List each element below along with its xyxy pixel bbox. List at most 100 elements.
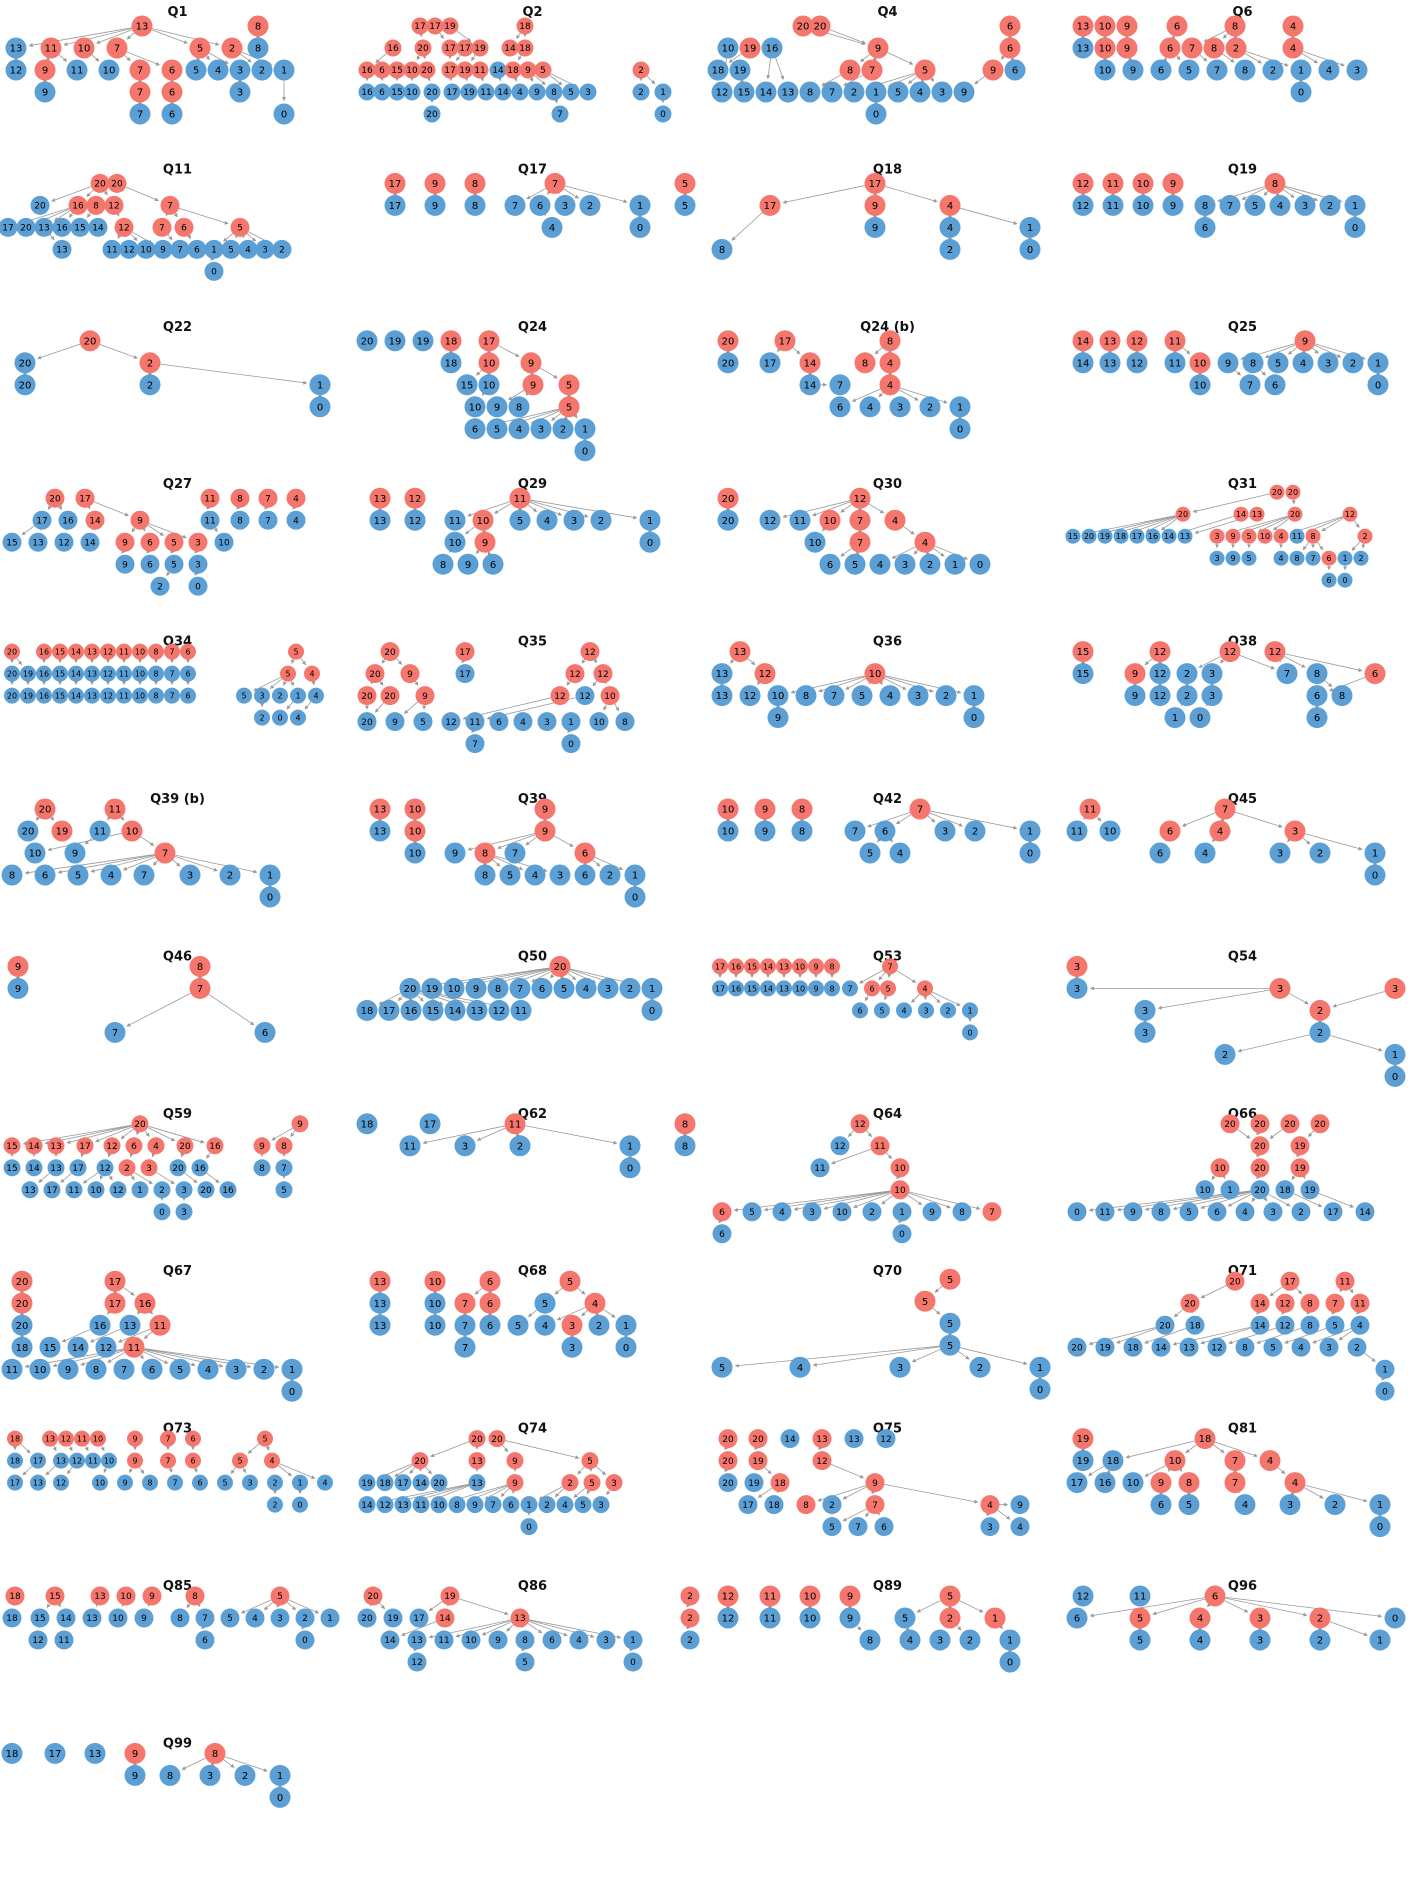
node-label: 4 bbox=[516, 424, 522, 435]
node-label: 20 bbox=[361, 692, 373, 702]
graph-node bbox=[1189, 374, 1211, 396]
graph-node bbox=[931, 81, 953, 103]
graph-edge bbox=[958, 1351, 970, 1360]
graph-edge bbox=[903, 526, 915, 535]
graph-node bbox=[711, 663, 733, 685]
graph-node bbox=[1181, 37, 1203, 59]
graph-edge bbox=[1083, 815, 1088, 820]
graph-edge bbox=[531, 971, 551, 983]
graph-edge bbox=[884, 185, 938, 203]
graph-edge bbox=[240, 1599, 272, 1614]
graph-edge bbox=[1167, 1467, 1172, 1472]
graph-node bbox=[1319, 1337, 1339, 1357]
node-label: 9 bbox=[42, 88, 48, 99]
node-label: 5 bbox=[507, 871, 513, 882]
graph-node bbox=[1072, 15, 1094, 37]
node-label: 8 bbox=[799, 805, 805, 816]
node-label: 5 bbox=[566, 402, 572, 413]
graph-node bbox=[1122, 1472, 1144, 1494]
node-label: 12 bbox=[1269, 647, 1282, 658]
graph-node bbox=[219, 1181, 237, 1199]
graph-node bbox=[629, 194, 651, 216]
graph-node bbox=[849, 531, 871, 553]
node-label: 18 bbox=[6, 1749, 19, 1760]
node-label: 2 bbox=[977, 1363, 983, 1374]
graph-node bbox=[1099, 330, 1121, 352]
node-label: 7 bbox=[552, 179, 558, 190]
graph-node bbox=[117, 1474, 133, 1491]
graph-edge bbox=[883, 995, 888, 1001]
node-label: 14 bbox=[1164, 532, 1174, 541]
node-label: 8 bbox=[959, 1208, 965, 1218]
node-label: 8 bbox=[482, 871, 488, 882]
node-label: 1 bbox=[952, 560, 958, 571]
node-label: 10 bbox=[1137, 201, 1150, 212]
graph-node bbox=[1309, 1021, 1331, 1043]
graph-node bbox=[538, 1496, 556, 1514]
graph-edge bbox=[50, 816, 55, 821]
node-label: 18 bbox=[774, 1479, 786, 1489]
node-label: 5 bbox=[542, 1299, 548, 1310]
node-label: 13 bbox=[50, 1164, 61, 1174]
graph-edge bbox=[594, 856, 624, 871]
node-label: 5 bbox=[1270, 1343, 1276, 1353]
graph-edge bbox=[122, 856, 156, 871]
node-label: 3 bbox=[544, 718, 550, 728]
node-label: 14 bbox=[804, 380, 817, 391]
graph-node bbox=[1177, 528, 1193, 544]
graph-node bbox=[384, 330, 406, 352]
graph-edge bbox=[1207, 1602, 1212, 1608]
graph-node bbox=[1126, 330, 1148, 352]
node-label: 9 bbox=[990, 66, 996, 77]
graph-node bbox=[531, 977, 553, 999]
node-label: 2 bbox=[147, 380, 153, 391]
node-label: 11 bbox=[1084, 805, 1097, 816]
node-label: 4 bbox=[245, 246, 251, 256]
node-label: 7 bbox=[167, 202, 173, 212]
graph-node bbox=[511, 83, 529, 101]
graph-node bbox=[849, 509, 871, 531]
graph-edge bbox=[475, 549, 480, 554]
graph-node bbox=[102, 239, 122, 259]
node-label: 5 bbox=[947, 1592, 953, 1603]
graph-node bbox=[1306, 707, 1328, 729]
node-label: 18 bbox=[1189, 1321, 1201, 1331]
node-label: 8 bbox=[829, 962, 834, 971]
graph-edge bbox=[38, 1172, 50, 1183]
graph-edge bbox=[186, 1603, 191, 1609]
node-label: 6 bbox=[181, 224, 187, 234]
node-label: 10 bbox=[34, 1365, 47, 1376]
graph-node bbox=[1250, 1136, 1270, 1156]
graph-edge bbox=[49, 234, 55, 241]
node-label: 10 bbox=[78, 44, 91, 55]
node-label: 13 bbox=[24, 1186, 35, 1196]
graph-node bbox=[104, 798, 126, 820]
node-label: 12 bbox=[103, 647, 113, 656]
node-label: 13 bbox=[10, 44, 23, 55]
graph-node bbox=[1178, 1472, 1200, 1494]
node-label: 16 bbox=[39, 669, 49, 678]
node-label: 15 bbox=[55, 691, 65, 700]
graph-edge bbox=[131, 527, 136, 533]
node-label: 5 bbox=[171, 560, 177, 570]
graph-node bbox=[444, 999, 466, 1021]
graph-node bbox=[68, 195, 88, 215]
graph-node bbox=[674, 1135, 696, 1157]
node-label: 7 bbox=[137, 110, 143, 121]
node-label: 4 bbox=[907, 1636, 913, 1647]
node-label: 14 bbox=[415, 1479, 427, 1489]
node-label: 0 bbox=[1392, 1072, 1398, 1083]
graph-edge bbox=[52, 1445, 57, 1452]
node-label: 19 bbox=[1077, 1434, 1090, 1445]
graph-node bbox=[98, 59, 120, 81]
node-label: 4 bbox=[592, 1299, 598, 1310]
node-label: 8 bbox=[1186, 1478, 1192, 1489]
node-label: 0 bbox=[647, 538, 653, 549]
graph-node bbox=[759, 352, 781, 374]
graph-edge bbox=[1234, 811, 1283, 828]
graph-node bbox=[1294, 330, 1316, 352]
graph-node bbox=[39, 1336, 61, 1358]
